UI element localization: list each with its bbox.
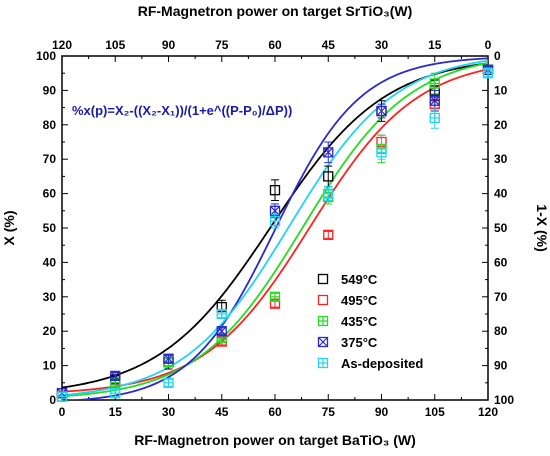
data-point [110,370,121,382]
y2-tick-label: 30 [494,152,508,166]
y-tick-label: 100 [36,49,56,63]
y-tick-label: 80 [43,118,57,132]
data-point [429,78,440,89]
x-axis-title: RF-Magnetron power on target BaTiO₃ (W) [134,432,416,448]
data-point [323,188,334,199]
y-tick-label: 30 [43,290,57,304]
data-points [56,64,494,402]
fit-formula: %x(p)=X₂-((X₂-X₁))/(1+e^((P-P₀)/ΔP)) [72,103,292,118]
data-point [216,308,227,320]
y-tick-label: 40 [43,255,57,269]
y-tick-label: 90 [43,83,57,97]
legend-label: As-deposited [341,356,423,371]
data-point [269,291,281,302]
x-tick-label: 75 [322,405,336,419]
y2-tick-label: 40 [494,187,508,201]
x2-tick-label: 105 [105,38,125,52]
legend-marker [317,294,329,306]
legend-marker [317,357,329,369]
x2-tick-label: 60 [268,38,282,52]
x-tick-label: 30 [162,405,176,419]
data-point [163,377,174,388]
x2-tick-label: 120 [52,38,72,52]
y2-tick-label: 10 [494,83,508,97]
data-point [376,105,387,117]
x2-tick-label: 30 [375,38,389,52]
data-point [216,326,227,337]
x2-axis-title: RF-Magnetron power on target SrTiO₃(W) [138,3,413,19]
data-point [56,391,68,402]
x2-tick-label: 0 [485,38,492,52]
x2-tick-label: 45 [322,38,336,52]
fit-curve [62,62,488,398]
data-point [323,229,334,241]
legend-marker [317,336,329,348]
fit-curve [62,59,488,397]
y-tick-label: 20 [43,324,57,338]
data-point [482,68,494,79]
y2-tick-label: 100 [494,393,514,407]
x-tick-label: 15 [109,405,123,419]
legend: 549°C 495°C 435°C 375°C As-deposited [317,272,423,371]
y2-tick-label: 50 [494,221,508,235]
data-point [323,171,334,182]
y2-tick-label: 90 [494,359,508,373]
x-tick-label: 60 [268,405,282,419]
x2-tick-label: 90 [162,38,176,52]
y-tick-label: 50 [43,221,57,235]
y-axis-title: X (%) [1,211,17,246]
y-tick-label: 70 [43,152,57,166]
x2-tick-label: 15 [428,38,442,52]
y2-tick-label: 60 [494,255,508,269]
legend-marker [317,273,329,285]
data-point [163,353,174,364]
x2-tick-label: 75 [215,38,229,52]
x-tick-label: 105 [425,405,445,419]
y-tick-label: 10 [43,359,57,373]
legend-marker [317,315,329,327]
data-point [429,112,440,124]
legend-label: 375°C [341,335,378,350]
data-point [269,185,281,196]
y2-axis-title: 1-X (%) [534,204,550,251]
x-tick-label: 45 [215,405,229,419]
x-tick-label: 0 [59,405,66,419]
fit-curve [65,57,488,400]
data-point [110,387,121,399]
y-tick-label: 0 [49,393,56,407]
y2-tick-label: 0 [494,49,501,63]
data-point [269,215,281,227]
legend-label: 435°C [341,314,378,329]
y2-tick-label: 20 [494,118,508,132]
legend-label: 495°C [341,293,378,308]
y2-tick-label: 80 [494,324,508,338]
legend-label: 549°C [341,272,378,287]
y2-tick-label: 70 [494,290,508,304]
x-tick-label: 90 [375,405,389,419]
data-point [429,95,440,106]
y-tick-label: 60 [43,187,57,201]
data-point [376,147,387,158]
x-tick-label: 120 [478,405,498,419]
data-point [323,147,334,158]
